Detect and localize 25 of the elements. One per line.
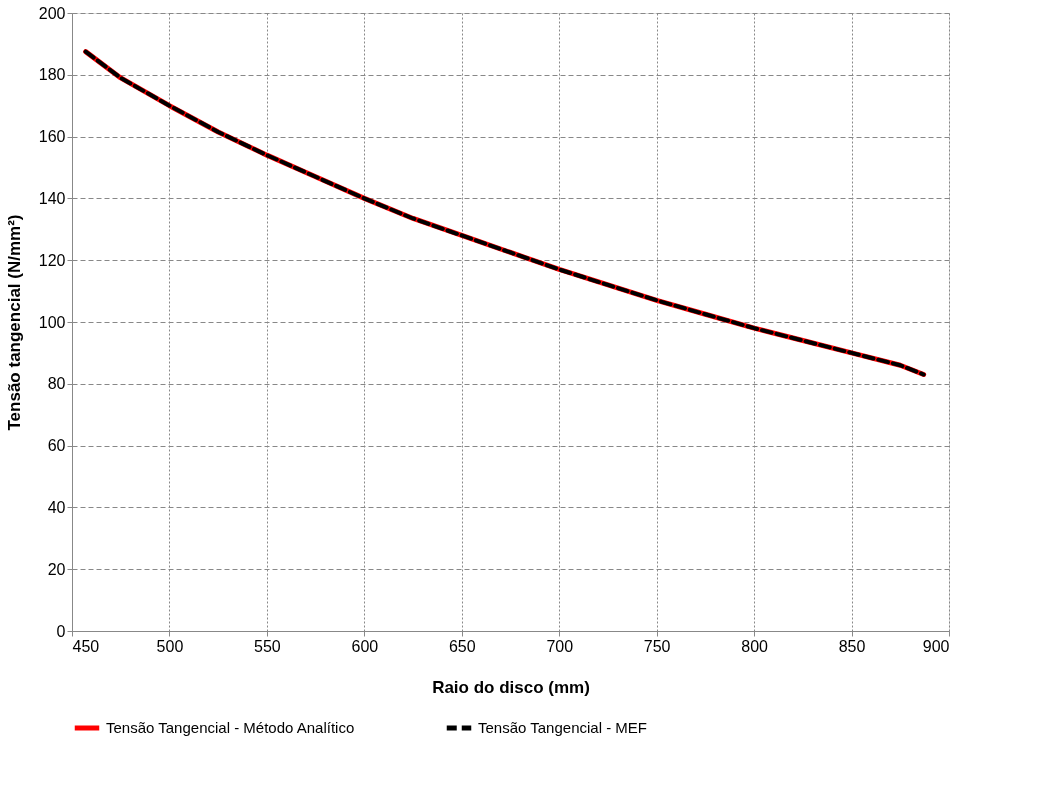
- x-tick-label: 800: [741, 637, 769, 655]
- y-tick-label: 80: [47, 375, 66, 393]
- x-axis-title: Raio do disco (mm): [432, 677, 590, 697]
- x-tick-label: 550: [254, 637, 281, 655]
- y-tick-label: 180: [38, 66, 66, 84]
- y-tick-label: 120: [38, 251, 66, 269]
- x-tick-label: 850: [838, 637, 866, 655]
- x-tick-label: 700: [546, 637, 574, 655]
- legend-label: Tensão Tangencial - Método Analítico: [106, 719, 355, 736]
- legend-label: Tensão Tangencial - MEF: [478, 719, 647, 736]
- y-tick-label: 60: [47, 437, 66, 455]
- y-tick-label: 0: [56, 622, 66, 640]
- y-tick-label: 20: [47, 560, 66, 578]
- y-tick-label: 40: [47, 498, 66, 516]
- x-tick-label: 600: [351, 637, 379, 655]
- y-tick-label: 160: [38, 128, 66, 146]
- x-tick-label: 500: [156, 637, 184, 655]
- y-tick-label: 140: [38, 189, 66, 207]
- y-axis-title: Tensão tangencial (N/mm²): [4, 214, 24, 431]
- x-tick-label: 750: [643, 637, 671, 655]
- y-tick-label: 100: [38, 313, 66, 331]
- x-tick-label: 900: [922, 637, 950, 655]
- x-tick-label: 450: [72, 637, 100, 655]
- x-tick-label: 650: [448, 637, 476, 655]
- y-tick-label: 200: [38, 4, 66, 22]
